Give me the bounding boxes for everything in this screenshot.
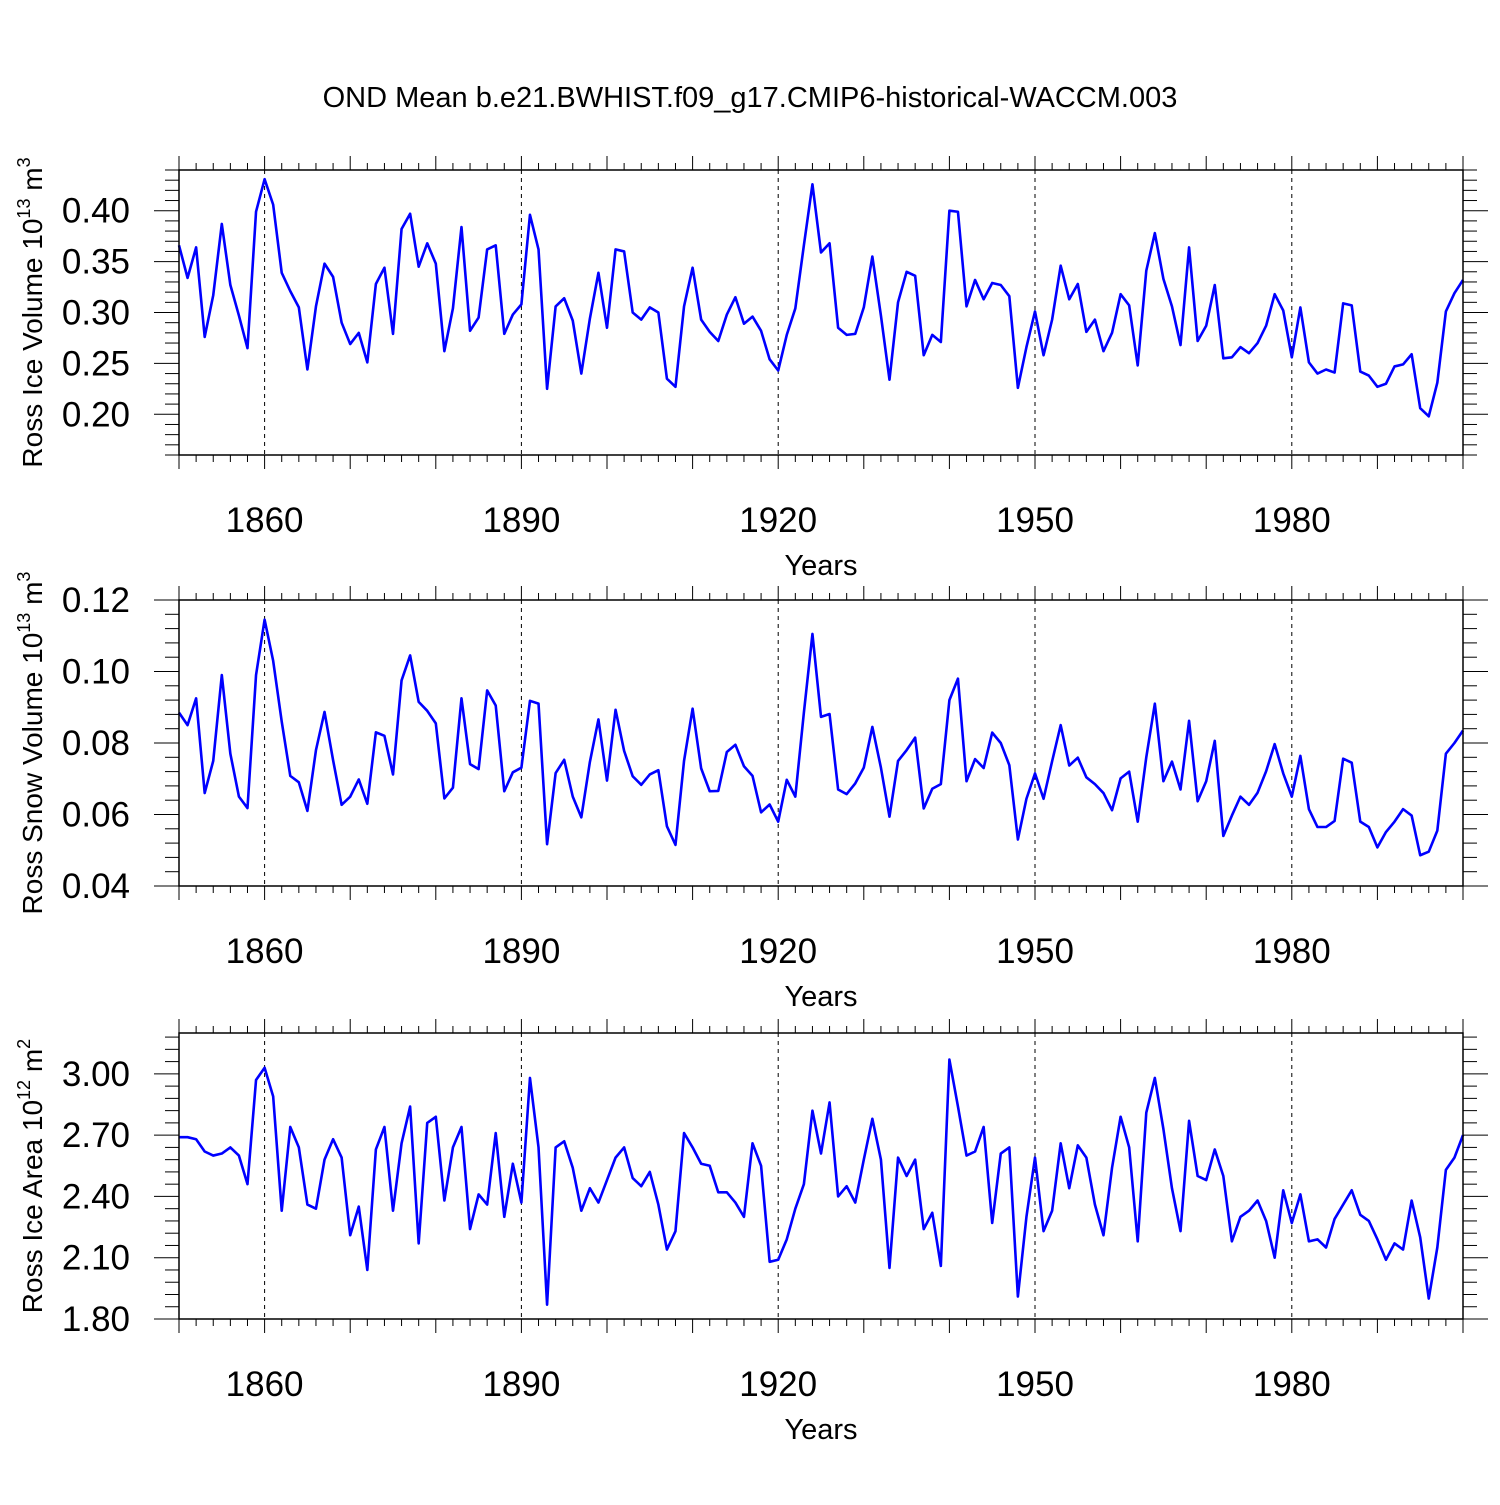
y-tick-label: 0.10 — [62, 653, 130, 692]
plot-frame — [178, 1032, 1464, 1320]
y-axis-label-unit: m — [17, 167, 48, 198]
y-tick-label: 0.06 — [62, 796, 130, 835]
x-tick-label: 1980 — [1253, 1365, 1331, 1404]
y-axis-label-main: Ross Ice Area 10 — [17, 1100, 48, 1313]
y-tick-label: 2.70 — [62, 1116, 130, 1155]
x-axis-label: Years — [784, 981, 857, 1013]
y-axis-label-unit: m — [17, 1049, 48, 1080]
x-tick-label: 1890 — [482, 1365, 560, 1404]
series-line-snow-volume — [177, 618, 1465, 857]
y-axis-label: Ross Ice Volume 1013 m3 — [14, 157, 48, 467]
y-axis-label-exponent: 13 — [14, 613, 34, 633]
x-tick-label: 1860 — [226, 501, 304, 540]
y-tick-label: 0.08 — [62, 724, 130, 763]
y-tick-label: 1.80 — [62, 1300, 130, 1339]
y-axis-label-main: Ross Ice Volume 10 — [17, 219, 48, 468]
y-tick-label: 0.40 — [62, 192, 130, 231]
chart-title: OND Mean b.e21.BWHIST.f09_g17.CMIP6-hist… — [323, 82, 1178, 114]
y-axis-label: Ross Ice Area 1012 m2 — [14, 1039, 48, 1313]
y-axis-label-exponent: 12 — [14, 1080, 34, 1100]
panel-ice-volume: 1860 1890 1920 1950 1980 Years 0.20 0.25 0.30 0.3… — [14, 156, 1488, 582]
x-tick-label: 1860 — [226, 932, 304, 971]
series-line-ice-volume — [177, 177, 1465, 418]
x-tick-label: 1950 — [996, 501, 1074, 540]
plot-frame — [178, 599, 1464, 887]
y-tick-label: 0.04 — [62, 867, 130, 906]
panel-snow-volume: 1860 1890 1920 1950 1980 Years 0.04 0.06 0.08 0.1… — [14, 572, 1488, 1013]
y-tick-label: 0.35 — [62, 243, 130, 282]
series-line-ice-area — [179, 1058, 1465, 1306]
y-axis-label: Ross Snow Volume 1013 m3 — [14, 572, 48, 915]
x-tick-label: 1920 — [739, 1365, 817, 1404]
y-axis-label-main: Ross Snow Volume 10 — [17, 633, 48, 915]
y-axis-label-unit-exponent: 2 — [14, 1039, 34, 1049]
y-axis-label-unit-exponent: 3 — [14, 572, 34, 582]
x-tick-label: 1920 — [739, 932, 817, 971]
y-tick-label: 2.40 — [62, 1177, 130, 1216]
x-tick-label: 1890 — [482, 501, 560, 540]
x-axis-label: Years — [784, 1414, 857, 1446]
y-tick-label: 0.30 — [62, 294, 130, 333]
x-tick-label: 1980 — [1253, 932, 1331, 971]
x-tick-label: 1950 — [996, 932, 1074, 971]
x-tick-label: 1980 — [1253, 501, 1331, 540]
y-tick-label: 0.20 — [62, 395, 130, 434]
y-tick-label: 0.25 — [62, 344, 130, 383]
x-tick-label: 1950 — [996, 1365, 1074, 1404]
x-tick-label: 1890 — [482, 932, 560, 971]
x-tick-label: 1860 — [226, 1365, 304, 1404]
y-tick-label: 3.00 — [62, 1055, 130, 1094]
y-axis-label-unit: m — [17, 582, 48, 613]
x-axis-label: Years — [784, 550, 857, 582]
y-tick-label: 2.10 — [62, 1239, 130, 1278]
y-tick-label: 0.12 — [62, 581, 130, 620]
y-axis-label-unit-exponent: 3 — [14, 157, 34, 167]
y-axis-label-exponent: 13 — [14, 199, 34, 219]
x-tick-label: 1920 — [739, 501, 817, 540]
panel-ice-area: 1860 1890 1920 1950 1980 Years 1.80 2.10 2.40 2.7… — [14, 1019, 1488, 1446]
